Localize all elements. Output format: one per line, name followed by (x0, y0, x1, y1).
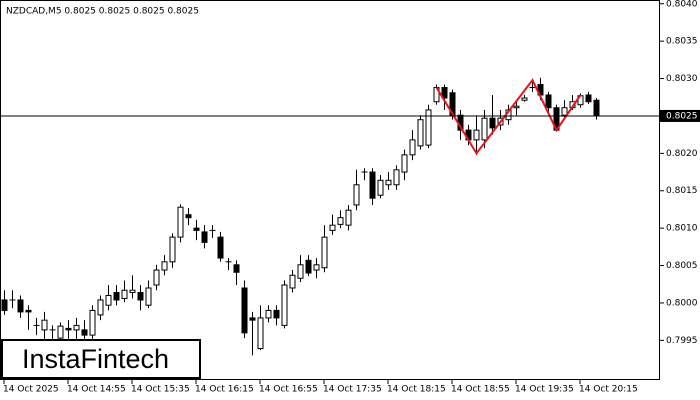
candle-body (129, 289, 136, 293)
candle-body (585, 94, 592, 103)
candle-body (105, 294, 112, 306)
candle-body (273, 309, 280, 319)
x-tick-label: 14 Oct 18:15 (387, 385, 446, 395)
candle-body (281, 284, 288, 326)
x-tick-label: 14 Oct 14:55 (67, 385, 126, 395)
candle-body (81, 329, 88, 336)
candle-body (25, 309, 32, 313)
candle-body (545, 94, 552, 109)
candle-body (241, 287, 248, 334)
logo: InstaFintech (22, 344, 169, 374)
candle-body (145, 287, 152, 306)
candle-body (561, 107, 568, 116)
y-tick-label: 0.8035 (666, 37, 698, 47)
candle-body (97, 299, 104, 316)
candle-body (265, 309, 272, 319)
chart-title: NZDCAD,M5 0.8025 0.8025 0.8025 0.8025 (6, 7, 199, 17)
y-tick-label: 0.7995 (666, 336, 698, 346)
x-tick-label: 14 Oct 16:55 (259, 385, 318, 395)
candle-body (353, 184, 360, 206)
y-tick-label: 0.8010 (666, 224, 698, 234)
y-tick-label: 0.8000 (666, 298, 698, 308)
candle-body (153, 269, 160, 286)
candle-body (409, 139, 416, 156)
candle-body (329, 224, 336, 231)
candle-body (489, 117, 496, 129)
candle-body (305, 259, 312, 274)
candle-body (177, 206, 184, 238)
candle-body (297, 264, 304, 279)
current-price-box (660, 109, 700, 122)
candle-body (257, 317, 264, 350)
candle-body (249, 317, 256, 321)
y-tick-label: 0.8015 (666, 186, 698, 196)
candle-body (473, 129, 480, 141)
candle-body (17, 299, 24, 313)
candle-body (193, 227, 200, 231)
candle-body (513, 105, 520, 109)
candle-body (1, 299, 8, 311)
candle-body (425, 109, 432, 146)
candle-body (417, 119, 424, 147)
candle-body (137, 291, 144, 301)
x-tick-label: 14 Oct 20:15 (579, 385, 638, 395)
candle-body (521, 97, 528, 101)
y-tick-label: 0.8020 (666, 149, 698, 159)
candle-body (161, 261, 168, 271)
candle-body (345, 209, 352, 226)
candle-body (289, 274, 296, 289)
candle-body (113, 291, 120, 301)
x-tick-label: 14 Oct 19:35 (515, 385, 574, 395)
candle-body (121, 289, 128, 299)
candle-body (73, 324, 80, 331)
candle-body (377, 179, 384, 196)
plot-frame (0, 0, 660, 380)
x-tick-label: 14 Oct 16:15 (195, 385, 254, 395)
y-tick-label: 0.8030 (666, 74, 698, 84)
y-tick-label: 0.8040 (666, 0, 698, 9)
candle-body (313, 264, 320, 271)
candle-body (385, 179, 392, 186)
x-tick-label: 14 Oct 18:55 (451, 385, 510, 395)
candle-body (41, 319, 48, 331)
candle-body (441, 87, 448, 99)
candle-body (233, 264, 240, 273)
candle-body (321, 236, 328, 269)
candle-body (169, 236, 176, 263)
candle-body (401, 154, 408, 173)
candle-body (337, 217, 344, 225)
candle-body (217, 236, 224, 259)
candle-body (65, 327, 72, 331)
candle-body (201, 231, 208, 243)
candle-body (593, 99, 600, 117)
current-price-label: 0.8025 (666, 111, 698, 121)
x-tick-label: 14 Oct 15:35 (131, 385, 190, 395)
logo-box (1, 339, 201, 379)
candle-body (57, 325, 64, 339)
candle-body (481, 117, 488, 141)
candle-body (185, 214, 192, 219)
pattern-line (435, 78, 582, 156)
x-tick-label: 14 Oct 17:35 (323, 385, 382, 395)
candle-body (89, 309, 96, 336)
candle-body (369, 171, 376, 199)
y-tick-label: 0.8005 (666, 261, 698, 271)
candle-body (393, 169, 400, 186)
x-tick-label: 14 Oct 2025 (3, 385, 59, 395)
